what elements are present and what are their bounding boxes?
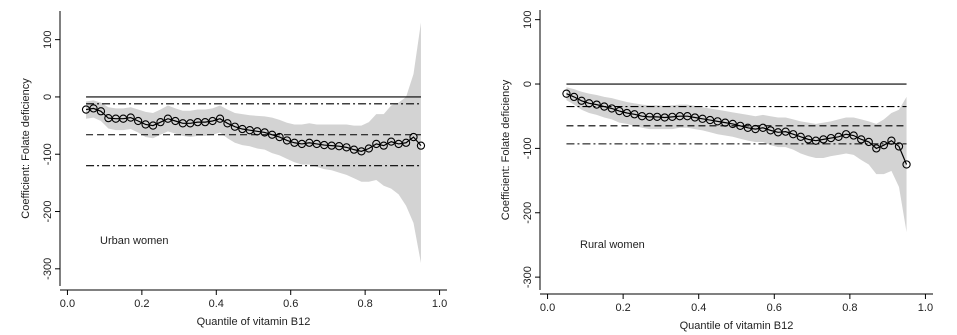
- estimate-point: [364, 144, 374, 153]
- estimate-point: [357, 147, 366, 156]
- confidence-band: [86, 22, 421, 264]
- estimate-point: [743, 123, 752, 132]
- x-tick-label: 0.6: [767, 302, 782, 314]
- estimate-point: [133, 116, 143, 126]
- y-tick-label: 0: [42, 94, 54, 100]
- estimate-point: [721, 118, 730, 127]
- estimate-point: [826, 133, 836, 143]
- estimate-point: [584, 99, 594, 108]
- estimate-point: [713, 117, 722, 126]
- estimate-point: [230, 122, 240, 131]
- y-tick-label: -200: [42, 201, 54, 223]
- estimate-point: [342, 143, 351, 152]
- x-tick-label: 0.2: [134, 298, 149, 310]
- x-axis-label: Quantile of vitamin B12: [197, 316, 311, 328]
- estimate-point: [698, 114, 707, 123]
- estimate-point: [811, 136, 821, 145]
- y-tick-label: 100: [522, 10, 534, 28]
- estimate-point: [163, 114, 173, 123]
- y-tick-label: -100: [522, 137, 534, 159]
- estimate-point: [887, 136, 896, 145]
- estimate-point: [592, 100, 601, 109]
- estimate-point: [872, 144, 881, 153]
- annotation: Rural women: [580, 239, 645, 251]
- estimate-point: [223, 119, 232, 128]
- estimate-point: [728, 119, 737, 129]
- estimate-point: [849, 131, 858, 140]
- estimate-point: [766, 126, 775, 135]
- x-tick-label: 0.4: [209, 298, 224, 310]
- estimate-point: [260, 128, 269, 137]
- estimate-point: [630, 110, 639, 119]
- estimate-point: [758, 123, 768, 132]
- estimate-point: [416, 141, 426, 150]
- y-tick-label: -300: [522, 266, 534, 288]
- estimate-point: [841, 130, 851, 139]
- estimate-point: [387, 137, 396, 146]
- estimate-point: [683, 112, 692, 121]
- estimate-point: [622, 108, 632, 118]
- estimate-point: [894, 142, 904, 151]
- x-tick-label: 0.0: [540, 302, 555, 314]
- estimate-point: [148, 121, 158, 130]
- estimate-point: [781, 127, 790, 136]
- estimate-point: [401, 138, 411, 147]
- estimate-point: [562, 89, 571, 98]
- y-tick-label: 100: [42, 30, 54, 48]
- estimate-point: [379, 141, 388, 150]
- y-tick-label: 0: [522, 81, 534, 87]
- estimate-point: [864, 137, 873, 147]
- estimate-point: [600, 102, 609, 111]
- estimate-point: [690, 113, 700, 122]
- estimate-point: [215, 114, 225, 123]
- annotation: Urban women: [100, 235, 168, 247]
- estimate-point: [857, 135, 866, 144]
- y-tick-label: -100: [42, 143, 54, 165]
- x-axis-label: Quantile of vitamin B12: [680, 320, 794, 332]
- estimate-point: [372, 139, 381, 149]
- x-tick-label: 1.0: [432, 298, 447, 310]
- estimate-point: [171, 116, 180, 126]
- y-tick-label: -200: [522, 202, 534, 224]
- estimate-point: [89, 104, 98, 113]
- x-tick-label: 0.8: [357, 298, 372, 310]
- estimate-point: [349, 145, 359, 154]
- x-tick-label: 0.2: [615, 302, 630, 314]
- estimate-point: [607, 104, 616, 113]
- estimate-point: [804, 135, 813, 144]
- estimate-point: [267, 130, 277, 139]
- y-tick-label: -300: [42, 258, 54, 280]
- estimate-point: [569, 92, 579, 102]
- x-tick-label: 0.0: [60, 298, 75, 310]
- estimate-point: [705, 115, 715, 125]
- estimate-point: [796, 132, 805, 141]
- estimate-point: [736, 121, 745, 131]
- confidence-band: [566, 87, 907, 233]
- estimate-point: [275, 132, 284, 142]
- y-axis-label: Coefficient: Folate deficiency: [500, 79, 512, 220]
- estimate-point: [819, 135, 828, 144]
- estimate-point: [789, 130, 798, 139]
- estimate-point: [96, 107, 106, 116]
- y-axis-label: Coefficient: Folate deficiency: [20, 78, 32, 219]
- estimate-point: [902, 160, 911, 169]
- estimate-point: [751, 124, 760, 134]
- estimate-point: [879, 141, 889, 150]
- estimate-point: [834, 132, 843, 141]
- x-tick-label: 0.4: [691, 302, 706, 314]
- estimate-point: [577, 96, 586, 105]
- estimate-point: [208, 116, 217, 126]
- x-tick-label: 0.6: [283, 298, 298, 310]
- x-tick-label: 0.8: [842, 302, 857, 314]
- estimate-point: [126, 113, 135, 122]
- estimate-point: [615, 106, 624, 116]
- estimate-point: [282, 136, 292, 145]
- estimate-point: [409, 132, 418, 142]
- estimate-point: [156, 117, 165, 127]
- x-tick-label: 1.0: [918, 302, 933, 314]
